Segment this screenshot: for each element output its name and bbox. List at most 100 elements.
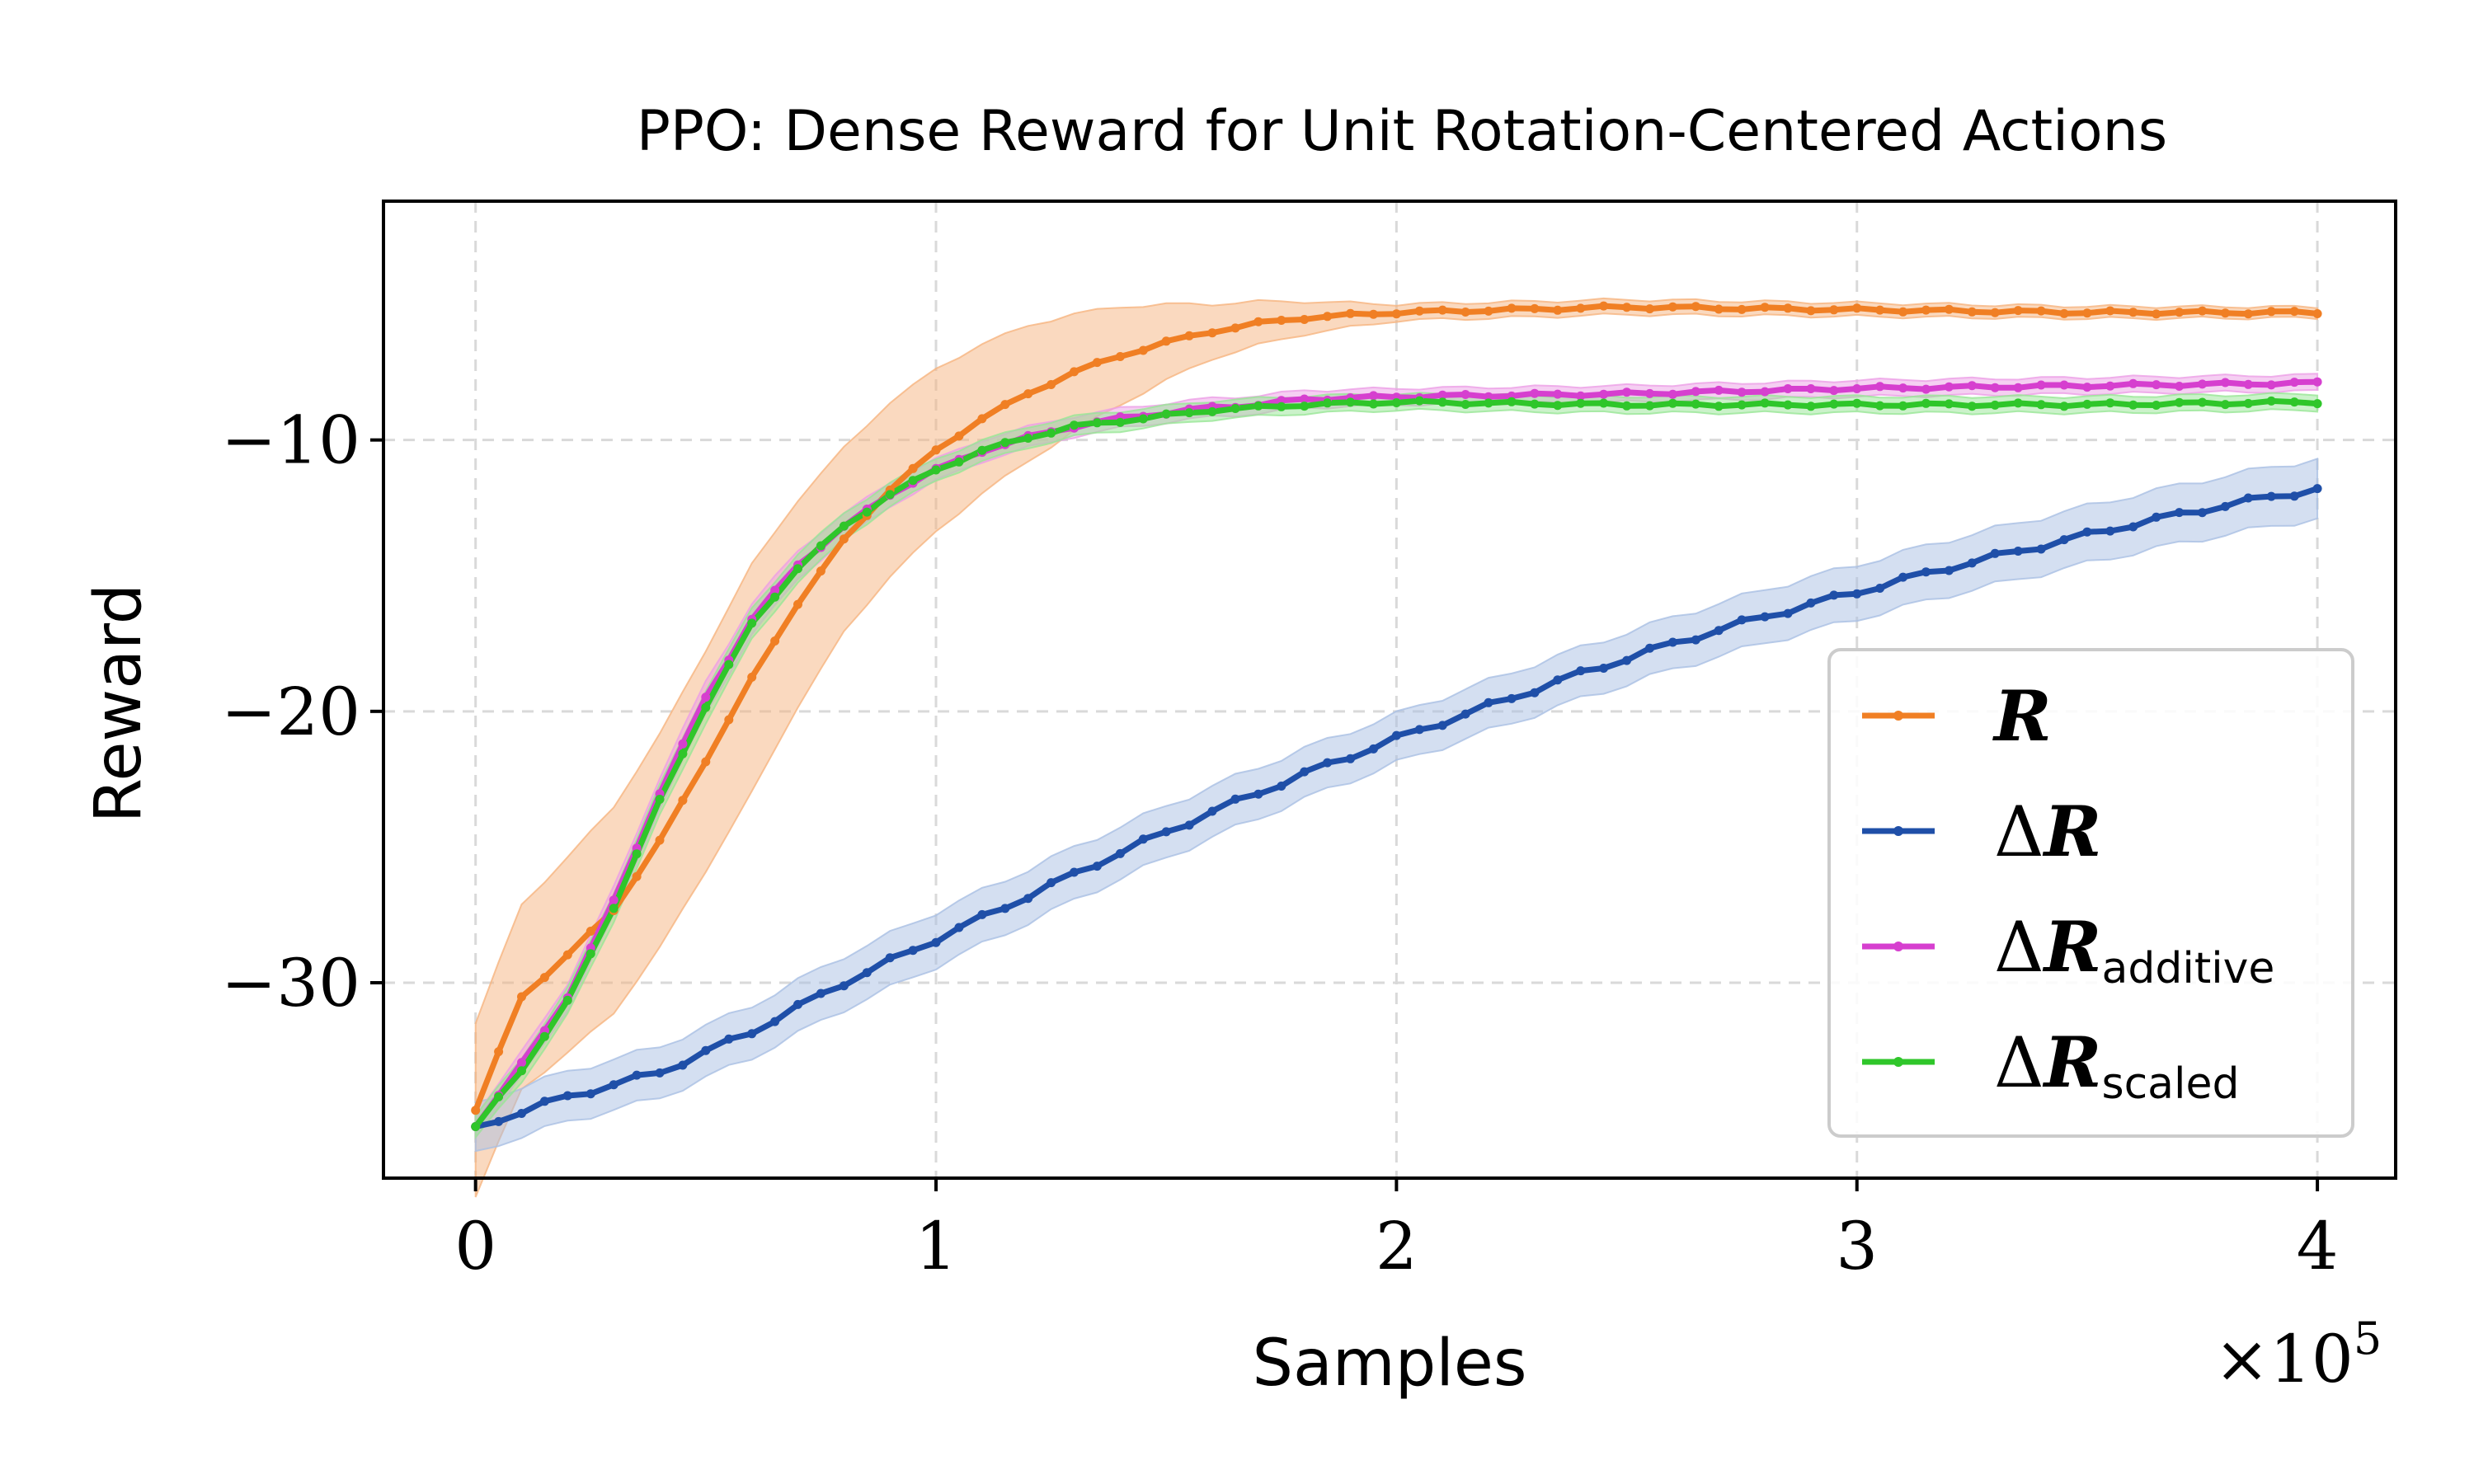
series-1-point bbox=[885, 953, 895, 963]
series-1-point bbox=[977, 909, 987, 919]
series-3-point bbox=[1437, 397, 1447, 407]
series-0-point bbox=[839, 534, 849, 544]
series-3-point bbox=[1714, 402, 1724, 411]
series-2-point bbox=[2082, 383, 2092, 392]
series-2-point bbox=[1875, 382, 1885, 392]
series-1-point bbox=[2105, 526, 2115, 536]
series-3-point bbox=[1829, 399, 1839, 409]
series-3-point bbox=[1645, 401, 1654, 411]
series-3-point bbox=[2243, 398, 2253, 408]
chart-title: PPO: Dense Reward for Unit Rotation-Cent… bbox=[637, 99, 2167, 164]
series-1-point bbox=[2152, 512, 2161, 522]
legend-box bbox=[1827, 648, 2354, 1138]
series-2-point bbox=[609, 895, 618, 905]
series-3-point bbox=[816, 541, 825, 551]
series-1-point bbox=[1184, 820, 1194, 830]
series-0-point bbox=[1990, 308, 2000, 317]
series-1-point bbox=[1553, 675, 1563, 685]
series-3-point bbox=[1277, 402, 1286, 411]
series-0-point bbox=[2128, 308, 2138, 317]
series-3-point bbox=[2059, 402, 2069, 411]
series-1-point bbox=[1530, 688, 1540, 697]
series-1-point bbox=[2013, 547, 2023, 556]
series-3-point bbox=[2289, 397, 2299, 407]
series-0-point bbox=[471, 1106, 481, 1115]
series-3-point bbox=[747, 618, 757, 628]
x-scale-base: ×10 bbox=[2214, 1321, 2354, 1397]
series-1-point bbox=[1875, 584, 1885, 593]
series-1-point bbox=[1667, 637, 1677, 647]
series-2-point bbox=[1369, 391, 1378, 401]
series-markers bbox=[471, 301, 2322, 1131]
series-1-point bbox=[1277, 782, 1286, 791]
series-3-point bbox=[1070, 420, 1079, 430]
x-scale-exponent: 5 bbox=[2354, 1313, 2382, 1364]
series-1-point bbox=[954, 923, 964, 932]
series-1-point bbox=[1047, 878, 1056, 888]
series-0-point bbox=[2082, 308, 2092, 318]
x-tick-label: 0 bbox=[454, 1208, 496, 1284]
series-0-point bbox=[816, 566, 825, 576]
series-2-point bbox=[1691, 387, 1700, 397]
series-0-point bbox=[2013, 306, 2023, 316]
series-3-point bbox=[517, 1066, 526, 1076]
series-0-point bbox=[2198, 306, 2207, 316]
series-3-point bbox=[1323, 398, 1333, 408]
legend-main: R bbox=[1992, 675, 2052, 757]
series-1-point bbox=[1460, 709, 1470, 719]
series-1-point bbox=[1023, 894, 1033, 904]
series-1-point bbox=[1115, 848, 1125, 858]
series-3-point bbox=[1023, 434, 1033, 443]
series-0-point bbox=[1783, 303, 1793, 313]
series-1-point bbox=[1645, 643, 1654, 653]
series-1-point bbox=[2059, 535, 2069, 545]
series-1-point bbox=[632, 1070, 642, 1080]
series-1-point bbox=[1369, 744, 1378, 754]
series-2-point bbox=[1622, 387, 1632, 397]
series-1-point bbox=[494, 1116, 504, 1126]
series-3-point bbox=[724, 660, 734, 669]
series-0-point bbox=[1507, 303, 1517, 313]
series-3-point bbox=[793, 564, 802, 574]
series-3-point bbox=[2036, 400, 2046, 410]
series-2-point bbox=[1645, 388, 1654, 398]
series-0-point bbox=[1092, 358, 1102, 368]
series-1-point bbox=[908, 946, 918, 956]
series-3-point bbox=[1737, 400, 1747, 410]
series-2-point bbox=[1829, 386, 1839, 396]
series-3-point bbox=[2152, 401, 2161, 410]
series-1-point bbox=[562, 1091, 572, 1101]
series-0-point bbox=[724, 715, 734, 725]
series-1-point bbox=[655, 1068, 665, 1078]
series-2-point bbox=[1921, 384, 1931, 394]
series-2-point bbox=[2059, 380, 2069, 390]
legend-marker bbox=[1893, 942, 1903, 951]
series-0-point bbox=[1323, 312, 1333, 322]
legend-prefix: Δ bbox=[1994, 791, 2044, 872]
series-3-point bbox=[2266, 396, 2276, 406]
series-0-point bbox=[562, 950, 572, 960]
legend-item-1: ΔR bbox=[1862, 791, 2101, 872]
series-3-point bbox=[1921, 398, 1931, 408]
series-0-point bbox=[1967, 307, 1977, 317]
series-2-point bbox=[1277, 396, 1286, 406]
series-0-point bbox=[2220, 308, 2230, 318]
series-1-point bbox=[1207, 806, 1217, 816]
y-axis-label: Reward bbox=[82, 584, 156, 823]
series-2-point bbox=[2175, 382, 2185, 391]
series-1-point bbox=[1507, 693, 1517, 703]
y-tick-label: −30 bbox=[221, 945, 360, 1021]
series-3-point bbox=[678, 749, 688, 758]
series-3-point bbox=[471, 1122, 481, 1131]
series-3-point bbox=[1553, 401, 1563, 411]
series-3-point bbox=[2082, 399, 2092, 409]
series-0-point bbox=[1115, 352, 1125, 361]
series-1-point bbox=[609, 1080, 618, 1090]
series-2-point bbox=[1484, 392, 1493, 402]
series-3-point bbox=[1599, 398, 1609, 408]
series-2-point bbox=[1437, 390, 1447, 400]
series-3-point bbox=[954, 457, 964, 467]
legend-label: ΔR bbox=[1994, 791, 2101, 872]
series-2-point bbox=[1944, 382, 1954, 392]
legend-item-0: R bbox=[1862, 675, 2052, 757]
